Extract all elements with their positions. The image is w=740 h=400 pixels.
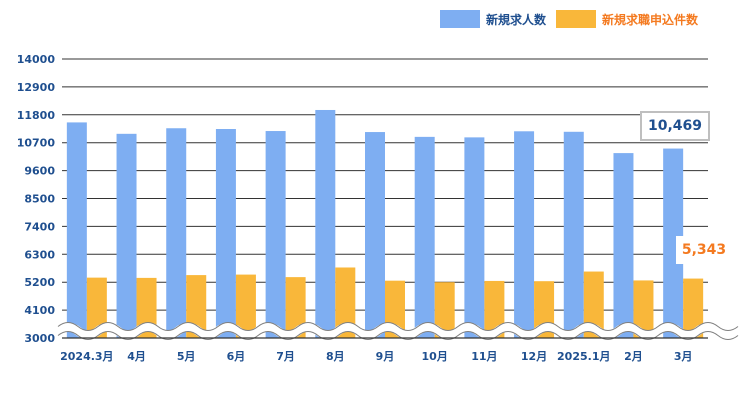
x-tick-label: 4月 xyxy=(127,350,146,363)
bar-job-openings xyxy=(514,131,535,338)
x-tick-label: 8月 xyxy=(326,350,345,363)
y-tick-label: 10700 xyxy=(17,137,56,150)
axis-break-edge xyxy=(57,331,739,340)
axis-break-band xyxy=(55,322,740,340)
callout-job-openings-latest: 10,469 xyxy=(640,111,710,141)
y-tick-label: 6300 xyxy=(24,248,55,261)
bar-job-openings xyxy=(563,131,584,338)
bar-job-seekers xyxy=(484,280,505,338)
bar-job-openings xyxy=(613,153,634,338)
y-tick-label: 12900 xyxy=(17,81,56,94)
y-tick-label: 3000 xyxy=(24,332,55,345)
bar-job-openings xyxy=(414,136,435,338)
x-tick-label: 2月 xyxy=(624,350,643,363)
axis-break-edge xyxy=(57,322,739,331)
y-tick-label: 7400 xyxy=(24,220,55,233)
y-tick-label: 4100 xyxy=(24,304,55,317)
x-tick-label: 3月 xyxy=(674,350,693,363)
bar-job-seekers xyxy=(633,280,654,338)
legend-swatch-job-openings xyxy=(440,10,480,28)
y-tick-label: 5200 xyxy=(24,276,55,289)
x-tick-label: 2025.1月 xyxy=(557,350,610,363)
bar-job-seekers xyxy=(683,278,704,338)
bar-job-openings xyxy=(365,132,385,338)
y-tick-label: 8500 xyxy=(24,193,55,206)
bar-job-openings xyxy=(663,148,684,338)
x-tick-label: 11月 xyxy=(471,350,497,363)
legend-label-job-openings: 新規求人数 xyxy=(486,12,547,27)
legend-label-job-seekers: 新規求職申込件数 xyxy=(602,12,699,27)
bar-job-seekers xyxy=(335,267,356,338)
bar-job-openings xyxy=(166,128,187,338)
bar-job-seekers xyxy=(235,274,256,338)
legend-item-job-seekers: 新規求職申込件数 xyxy=(556,10,698,28)
bar-job-seekers xyxy=(285,277,306,338)
legend: 新規求人数 新規求職申込件数 xyxy=(440,10,708,28)
bar-job-openings xyxy=(265,131,286,338)
x-tick-label: 12月 xyxy=(521,350,547,363)
legend-item-job-openings: 新規求人数 xyxy=(440,10,546,28)
bar-job-seekers xyxy=(583,271,604,338)
bar-job-openings xyxy=(116,133,137,338)
x-tick-label: 2024.3月 xyxy=(60,350,113,363)
callout-job-seekers-latest: 5,343 xyxy=(676,236,732,264)
bar-job-seekers xyxy=(434,282,455,338)
x-tick-label: 9月 xyxy=(376,350,395,363)
bar-job-openings xyxy=(66,122,87,338)
bar-job-seekers xyxy=(186,275,207,338)
x-tick-label: 7月 xyxy=(276,350,295,363)
bar-job-openings xyxy=(315,109,336,338)
x-tick-label: 5月 xyxy=(177,350,196,363)
legend-swatch-job-seekers xyxy=(556,10,597,28)
bar-job-openings xyxy=(215,129,236,338)
y-tick-label: 11800 xyxy=(17,109,56,122)
y-tick-label: 9600 xyxy=(24,165,55,178)
bar-job-seekers xyxy=(86,277,107,338)
bar-job-openings xyxy=(464,137,485,338)
x-tick-label: 10月 xyxy=(422,350,448,363)
y-tick-label: 14000 xyxy=(17,53,56,66)
x-tick-label: 6月 xyxy=(227,350,246,363)
